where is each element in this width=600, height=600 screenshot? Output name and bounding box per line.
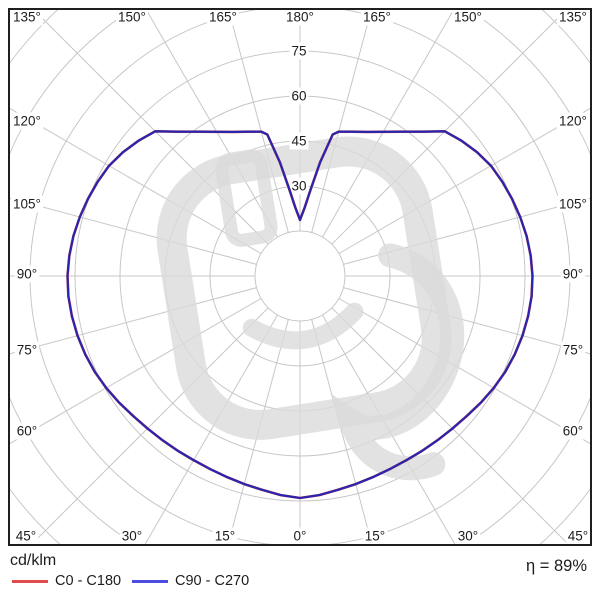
axis-tick-label: 45° bbox=[568, 529, 588, 544]
axis-tick-label: 135° bbox=[13, 10, 41, 25]
axis-tick-label: 45 bbox=[291, 134, 306, 149]
units-label: cd/klm bbox=[10, 552, 57, 569]
legend-label-c90-c270: C90 - C270 bbox=[175, 573, 250, 589]
curve-c90-c270 bbox=[66, 130, 534, 500]
axis-tick-label: 165° bbox=[209, 10, 237, 25]
axis-tick-label: 60 bbox=[291, 89, 306, 104]
axis-tick-label: 75° bbox=[17, 343, 37, 358]
axis-tick-label: 105° bbox=[559, 197, 587, 212]
axis-tick-label: 135° bbox=[559, 10, 587, 25]
axis-tick-label: 15° bbox=[365, 529, 385, 544]
axis-tick-label: 120° bbox=[13, 114, 41, 129]
legend-swatch-red-line bbox=[12, 579, 48, 583]
axis-tick-label: 120° bbox=[559, 114, 587, 129]
axis-tick-label: 75 bbox=[291, 44, 306, 59]
axis-tick-label: 0° bbox=[294, 529, 307, 544]
axis-tick-label: 105° bbox=[13, 197, 41, 212]
axis-tick-label: 180° bbox=[286, 10, 314, 25]
axis-tick-label: 30° bbox=[122, 529, 142, 544]
series-curves bbox=[66, 130, 534, 500]
axis-tick-label: 90° bbox=[17, 267, 37, 282]
chart-border bbox=[8, 8, 592, 546]
watermark-logo-icon bbox=[156, 136, 465, 481]
efficiency-label: η = 89% bbox=[525, 557, 587, 575]
axis-tick-label: 90° bbox=[563, 267, 583, 282]
axis-tick-label: 30° bbox=[458, 529, 478, 544]
axis-tick-label: 45° bbox=[16, 529, 36, 544]
axis-tick-label: 15° bbox=[215, 529, 235, 544]
legend-item-c0-c180: C0 - C180 bbox=[12, 573, 121, 589]
legend-label-c0-c180: C0 - C180 bbox=[55, 573, 122, 589]
axis-tick-label: 150° bbox=[454, 10, 482, 25]
legend-item-c90-c270: C90 - C270 bbox=[132, 573, 249, 589]
axis-tick-label: 75° bbox=[563, 343, 583, 358]
axis-tick-label: 60° bbox=[17, 424, 37, 439]
axis-tick-label: 165° bbox=[363, 10, 391, 25]
axis-labels: 135° 150° 165° 180° 165° 150° 135° 45° 30° 15° 0° 1… bbox=[11, 8, 591, 545]
axis-tick-label: 60° bbox=[563, 424, 583, 439]
axis-tick-label: 150° bbox=[118, 10, 146, 25]
legend-swatch-blue-line bbox=[132, 579, 168, 583]
chart-footer: cd/klm C0 - C180 C90 - C270 η = 89% bbox=[0, 546, 600, 600]
axis-tick-label: 30 bbox=[291, 179, 306, 194]
